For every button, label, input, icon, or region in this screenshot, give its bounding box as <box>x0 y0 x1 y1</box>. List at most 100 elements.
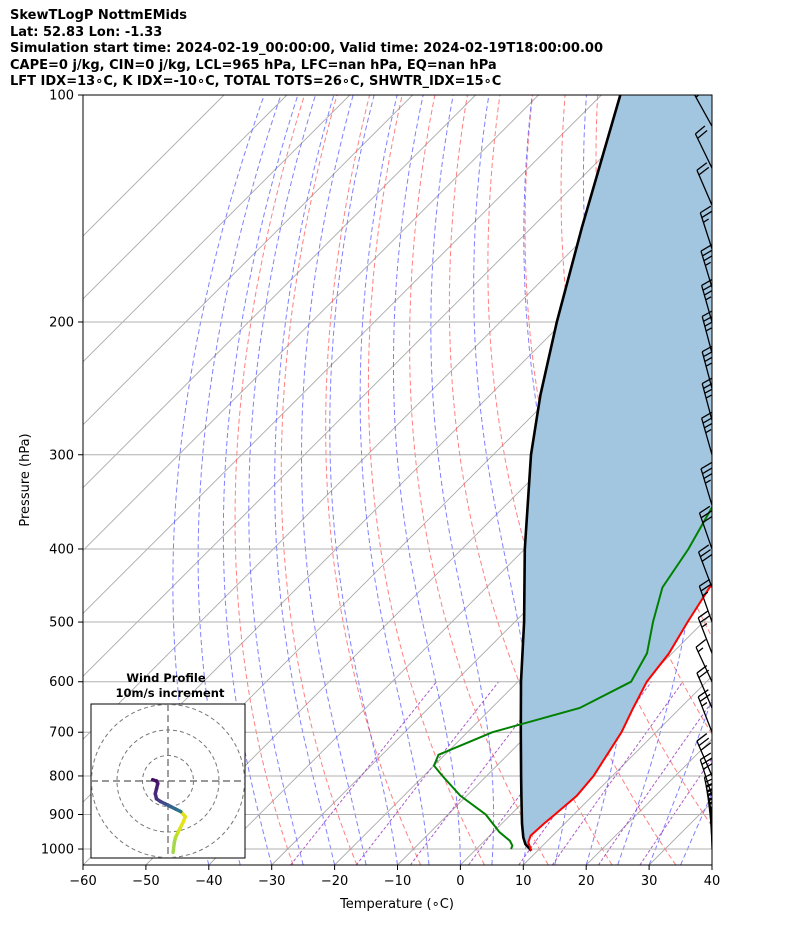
wind-barb <box>696 162 712 206</box>
moist-adiabat-line <box>274 95 336 865</box>
barb-half-flag <box>702 591 709 597</box>
x-tick-label: 20 <box>578 874 595 889</box>
mixing-ratio-line <box>290 681 437 865</box>
barb-flag <box>701 210 712 219</box>
barb-flag <box>694 85 703 93</box>
moist-adiabat-line <box>473 95 533 865</box>
barb-flag <box>699 505 711 514</box>
dry-adiabat-line <box>761 95 794 865</box>
temperature-line <box>527 582 712 852</box>
barb-half-flag <box>697 647 704 653</box>
time-line: Simulation start time: 2024-02-19_00:00:… <box>10 41 603 56</box>
barb-flag <box>694 125 706 135</box>
barb-staff <box>693 95 712 127</box>
barb-staff <box>697 696 712 733</box>
wind-barb <box>699 752 712 797</box>
cape-line: CAPE=0 j/kg, CIN=0 j/kg, LCL=965 hPa, LF… <box>10 57 497 73</box>
barb-flag <box>698 544 710 553</box>
barb-staff <box>699 759 712 797</box>
wind-barb <box>705 782 712 824</box>
isotherm-line <box>83 95 539 552</box>
moist-adiabat-line <box>172 95 265 865</box>
x-tick-label: −20 <box>321 874 348 889</box>
y-tick-label: 1000 <box>41 843 74 858</box>
barb-flag <box>699 693 711 702</box>
parcel-profile-line <box>519 95 622 852</box>
barb-staff <box>701 285 712 323</box>
barb-staff <box>696 672 712 709</box>
hodograph-subtitle: 10m/s increment <box>116 686 225 700</box>
moist-adiabat-line <box>680 791 712 865</box>
moist-adiabat-line <box>648 697 712 865</box>
barb-staff <box>703 777 712 815</box>
isotherm-line <box>711 864 712 865</box>
barb-half-flag <box>703 218 709 223</box>
barb-flag <box>708 802 712 805</box>
dry-adiabat-line <box>280 95 358 865</box>
barb-flag <box>698 166 710 176</box>
wind-barb <box>696 665 712 709</box>
barb-flag <box>701 278 712 286</box>
barb-half-flag <box>705 362 712 367</box>
barb-flag <box>699 752 712 761</box>
barb-flag <box>695 638 707 648</box>
barb-flag <box>698 737 710 747</box>
barb-flag <box>700 510 712 519</box>
dry-adiabat-line <box>367 95 485 865</box>
x-tick-label: 10 <box>515 874 532 889</box>
wind-barb <box>696 733 712 777</box>
wind-barb <box>697 610 712 654</box>
barb-flag <box>697 689 709 698</box>
y-tick-label: 100 <box>49 89 74 104</box>
barb-flag <box>700 461 712 470</box>
barb-flag <box>704 289 712 296</box>
wind-barb <box>693 85 712 127</box>
barb-staff <box>697 551 712 588</box>
y-tick-label: 700 <box>49 726 74 741</box>
cape-cin-shading <box>520 95 712 851</box>
barb-flag <box>699 205 712 214</box>
y-axis-ticks: 1000 900 800 700 600 500 400 300 200 100 <box>41 89 83 858</box>
x-axis-label: Temperature (∘C) <box>339 897 454 912</box>
y-tick-label: 300 <box>49 448 74 463</box>
x-tick-label: 40 <box>704 874 721 889</box>
barb-flag <box>704 388 712 394</box>
barb-staff <box>700 468 712 506</box>
barb-flag <box>697 129 708 139</box>
isotherm-line <box>334 486 712 865</box>
moist-adiabat-line <box>523 95 578 865</box>
y-tick-label: 500 <box>49 616 74 631</box>
x-tick-label: 0 <box>456 874 464 889</box>
barb-half-flag <box>701 623 708 628</box>
hodograph-inset: Wind Profile 10m/s increment <box>90 671 246 859</box>
wind-barb <box>697 689 712 733</box>
mixing-ratio-line <box>551 681 684 865</box>
x-tick-label: −30 <box>258 874 285 889</box>
barb-flag <box>704 356 712 362</box>
barb-flag <box>699 549 711 558</box>
moist-adiabat-line <box>711 863 712 865</box>
barb-staff <box>700 250 712 288</box>
barb-staff <box>694 133 712 169</box>
barb-flag <box>708 797 712 801</box>
barb-staff <box>696 170 712 206</box>
wind-barb <box>698 578 712 623</box>
moist-adiabat-line <box>222 95 299 865</box>
barb-flag <box>703 315 712 322</box>
barb-staff <box>701 351 712 389</box>
isotherm-line <box>83 95 225 237</box>
y-tick-label: 400 <box>49 542 74 557</box>
wind-barbs <box>693 85 712 850</box>
barb-flag <box>701 310 712 318</box>
x-tick-label: 30 <box>641 874 658 889</box>
wind-barb <box>710 810 712 850</box>
location-line: Lat: 52.83 Lon: -1.33 <box>10 24 163 40</box>
wind-barb <box>697 544 712 588</box>
barb-staff <box>701 383 712 421</box>
y-tick-label: 900 <box>49 808 74 823</box>
hodograph-trace <box>150 777 188 855</box>
barb-staff <box>698 585 712 623</box>
isotherm-line <box>83 95 288 300</box>
barb-staff <box>698 512 712 550</box>
